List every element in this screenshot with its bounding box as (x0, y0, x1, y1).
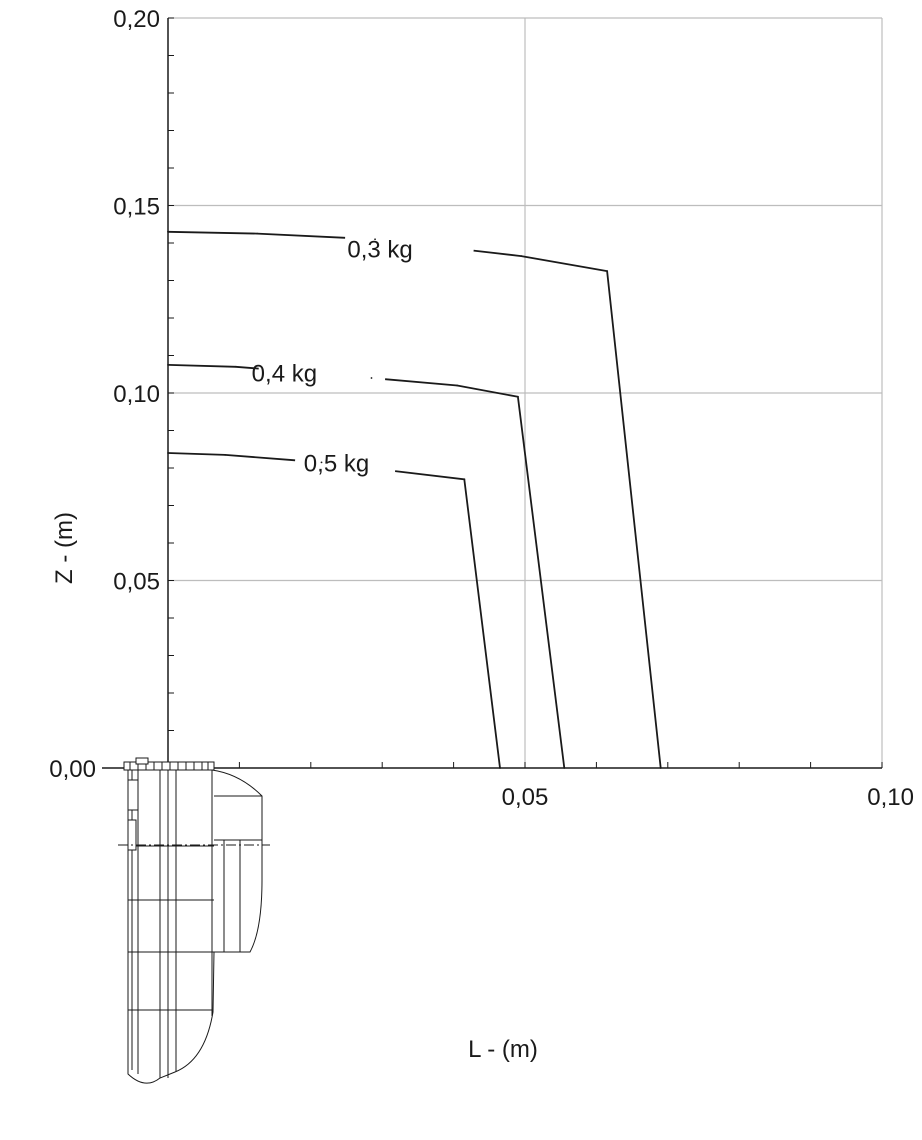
series-point (224, 453, 227, 456)
y-tick-label: 0,10 (113, 381, 160, 408)
series-point (456, 384, 459, 387)
series-1: 0,3 kg (167, 230, 662, 769)
series-line-1 (473, 249, 662, 769)
series-line-3 (167, 452, 296, 462)
series-point (659, 767, 662, 769)
x-tick-label: 0,10 (867, 784, 914, 811)
series-point (516, 395, 519, 398)
series-label: 0,5 kg (304, 450, 369, 477)
series-label: 0,4 kg (252, 360, 317, 387)
y-tick-label: 0,15 (113, 194, 160, 221)
x-tick-label: 0,05 (502, 784, 549, 811)
y-tick-label: 0,05 (113, 569, 160, 596)
y-tick-label: 0,00 (49, 756, 96, 783)
y-tick-label: 0,20 (113, 6, 160, 33)
series-label: 0,3 kg (347, 237, 412, 264)
series-point (374, 238, 376, 241)
series-point (520, 255, 523, 258)
series-point (256, 232, 259, 235)
x-axis-title: L - (m) (468, 1036, 538, 1063)
series-point (370, 377, 373, 379)
series-line-3 (394, 470, 501, 769)
series-line-2 (385, 378, 566, 769)
tick-labels: 0,000,050,100,150,200,000,050,10 (49, 6, 914, 811)
series-point (320, 461, 323, 464)
y-axis-title: Z - (m) (51, 512, 78, 584)
series-point (167, 230, 169, 233)
series-point (167, 452, 169, 454)
series-point (167, 363, 169, 366)
series-line-1 (167, 230, 346, 239)
series-line-2 (167, 364, 259, 370)
series-3: 0,5 kg (167, 450, 501, 769)
series-point (563, 767, 566, 769)
series-point (499, 767, 501, 769)
series-point (606, 270, 609, 273)
series-layer: 0,3 kg 0,4 kg 0,5 kg (167, 230, 662, 769)
grid (168, 17, 883, 768)
series-point (463, 478, 466, 481)
crane-machine-icon (118, 757, 270, 1084)
series-point (234, 365, 237, 368)
series-2: 0,4 kg (167, 360, 566, 769)
